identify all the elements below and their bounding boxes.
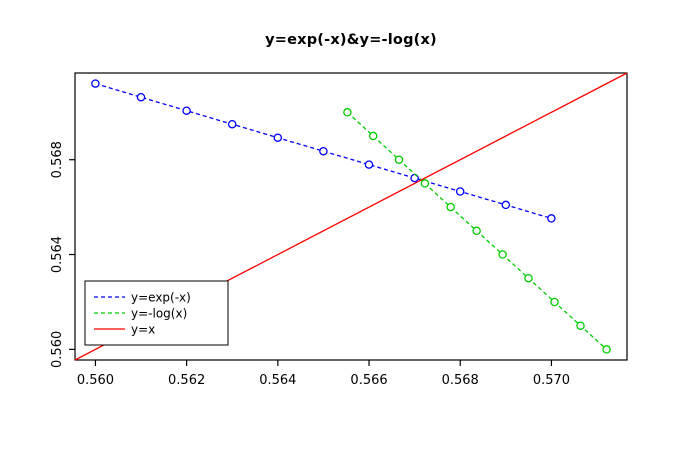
- data-point-marker: [319, 146, 328, 156]
- data-point-marker: [368, 131, 378, 141]
- data-point-marker: [524, 273, 533, 283]
- x-tick-label: 0.566: [350, 373, 387, 388]
- x-tick-label: 0.568: [442, 373, 479, 388]
- y-tick-label: 0.564: [50, 236, 65, 273]
- data-point-marker: [547, 214, 556, 223]
- x-tick-label: 0.560: [77, 373, 114, 388]
- data-point-marker: [364, 160, 374, 169]
- data-point-marker: [273, 133, 283, 142]
- legend-label: y=exp(-x): [131, 291, 191, 305]
- data-point-marker: [550, 297, 559, 307]
- data-point-marker: [498, 250, 507, 259]
- data-point-marker: [472, 226, 481, 236]
- data-point-marker: [501, 200, 511, 210]
- data-point-marker: [227, 119, 237, 129]
- x-tick-label: 0.564: [259, 373, 296, 388]
- y-tick-label: 0.560: [50, 331, 65, 368]
- data-point-marker: [343, 108, 352, 117]
- data-point-marker: [455, 187, 465, 196]
- data-point-marker: [420, 179, 430, 188]
- y-tick-label: 0.568: [50, 141, 65, 178]
- x-tick-label: 0.570: [533, 373, 570, 388]
- series-line-0: [95, 82, 552, 220]
- data-point-marker: [136, 92, 146, 102]
- data-point-marker: [394, 155, 404, 164]
- x-tick-label: 0.562: [168, 373, 205, 388]
- legend-label: y=-log(x): [131, 307, 187, 321]
- legend-label: y=x: [131, 323, 155, 337]
- data-point-marker: [91, 79, 100, 88]
- data-point-marker: [446, 202, 455, 212]
- data-point-marker: [182, 106, 191, 115]
- data-point-marker: [602, 345, 611, 354]
- data-point-marker: [576, 321, 585, 330]
- plot-box: [74, 72, 628, 361]
- chart-title: y=exp(-x)&y=-log(x): [265, 32, 437, 48]
